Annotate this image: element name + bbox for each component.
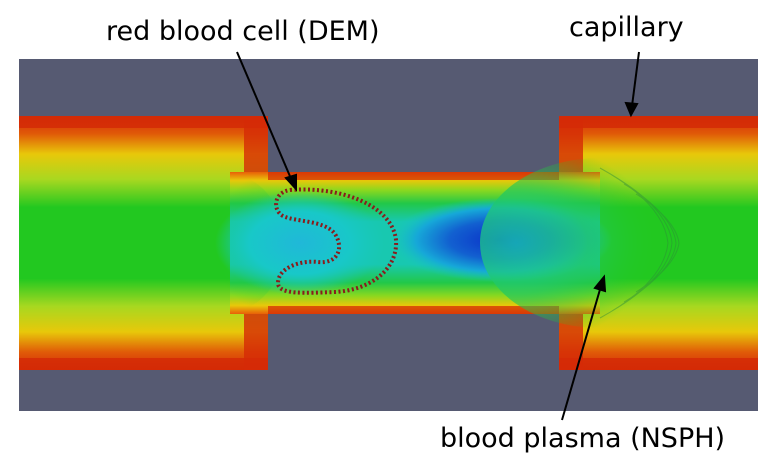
annotation-arrows	[236, 51, 640, 421]
wake-streaks	[599, 167, 680, 319]
capillary-label: capillary	[569, 12, 684, 43]
red-blood-cell	[274, 187, 399, 295]
red-blood-cell-label: red blood cell (DEM)	[106, 16, 380, 47]
blood-plasma-label: blood plasma (NSPH)	[440, 423, 726, 454]
